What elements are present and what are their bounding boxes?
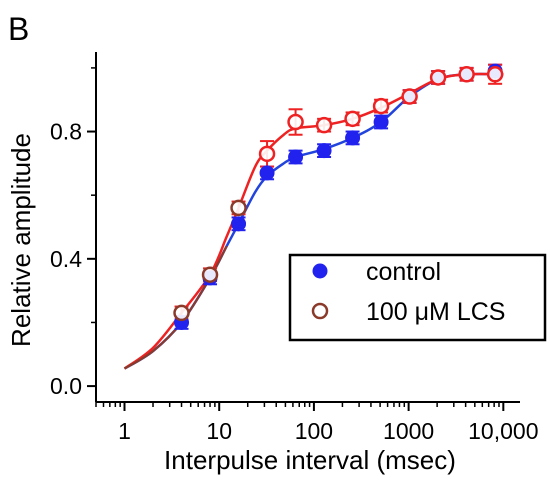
legend-label-lcs: 100 μM LCS (366, 298, 505, 326)
y-ticks: 0.0 0.4 0.8 (50, 67, 96, 399)
legend-marker-lcs (311, 302, 329, 320)
data-point-lcs (458, 66, 475, 83)
x-tick-label: 100 (295, 418, 333, 444)
x-tick-label: 1000 (383, 418, 434, 444)
x-ticks: 1 10 100 1000 10,000 (95, 402, 539, 444)
x-tick-label: 1 (118, 418, 131, 444)
y-tick-label: 0.8 (50, 119, 82, 145)
panel-label: B (8, 11, 29, 47)
data-point-lcs (287, 113, 304, 131)
data-point-lcs (401, 88, 418, 105)
data-point-lcs (486, 66, 504, 83)
x-tick-label: 10 (206, 418, 232, 444)
data-point-lcs (344, 110, 361, 128)
data-point-lcs (315, 116, 333, 134)
data-point-lcs (173, 304, 190, 322)
axes: 1 10 100 1000 10,000 0.0 0.4 0.8 (50, 52, 539, 444)
x-tick-label: 10,000 (468, 418, 538, 444)
data-point-lcs (429, 69, 447, 86)
y-tick-label: 0.0 (50, 373, 82, 399)
data-points (173, 63, 504, 330)
data-point-lcs (258, 145, 276, 163)
y-axis-label: Relative amplitude (6, 133, 36, 347)
x-axis-label: Interpulse interval (msec) (164, 445, 456, 475)
data-point-control (373, 114, 389, 130)
data-point-control (259, 165, 275, 181)
data-point-control (345, 130, 361, 146)
plot-area (123, 63, 504, 370)
data-point-control (316, 143, 332, 159)
fit-line-lcs (123, 72, 504, 370)
legend-box (288, 253, 547, 342)
legend-label-control: control (366, 258, 441, 286)
data-point-lcs (201, 266, 219, 283)
data-point-control (288, 149, 304, 165)
legend-marker-control (312, 263, 328, 279)
legend: control 100 μM LCS (288, 253, 547, 342)
data-point-lcs (372, 97, 390, 115)
data-point-control (231, 216, 247, 232)
y-tick-label: 0.4 (50, 246, 82, 272)
data-point-lcs (230, 199, 247, 217)
